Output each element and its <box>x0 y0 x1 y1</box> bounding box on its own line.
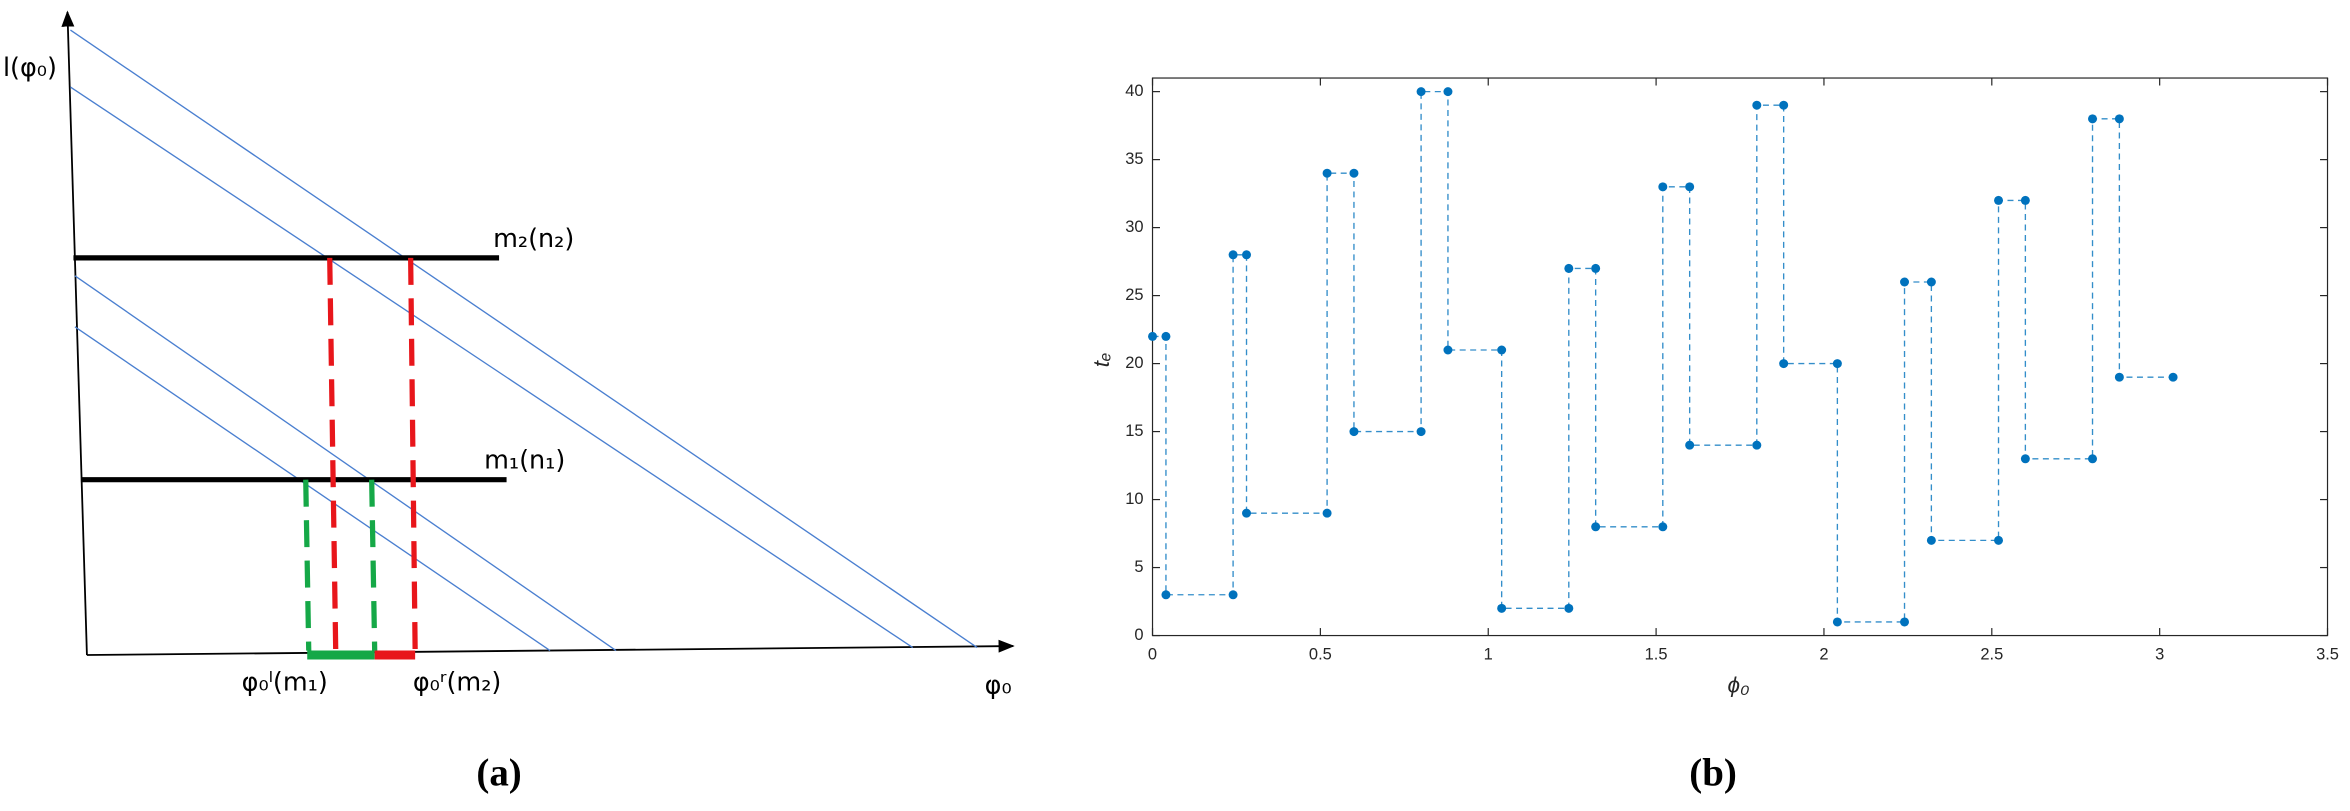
x-tick-label: 1 <box>1484 645 1493 663</box>
point <box>2020 454 2030 464</box>
x-tick-label: 3.5 <box>2316 645 2339 663</box>
y-axis-label: tₑ <box>1089 352 1114 367</box>
point <box>1900 277 1910 287</box>
y-tick-label: 10 <box>1125 490 1143 508</box>
y-tick-label: 15 <box>1125 422 1143 440</box>
point <box>1443 345 1453 355</box>
point <box>2114 372 2124 382</box>
point <box>1926 535 1936 545</box>
point <box>1564 603 1574 613</box>
panel-label: (a) <box>476 751 521 794</box>
point <box>2168 372 2178 382</box>
point <box>1994 195 2004 205</box>
point <box>1591 263 1601 273</box>
diagram: l(φ₀) m₂(n₂) m₁(n₁) φ₀ˡ(m₁) φ₀ʳ(m₂) φ₀ (… <box>3 10 1015 794</box>
x-axis-label: φ₀ <box>985 671 1012 701</box>
bound-label: φ₀ˡ(m₁) <box>242 668 328 698</box>
green-projection <box>303 479 312 651</box>
diagonal-line <box>74 326 551 652</box>
point <box>1832 359 1842 369</box>
point <box>1349 168 1359 178</box>
bound-label: φ₀ʳ(m₂) <box>413 668 501 698</box>
point <box>1779 100 1789 110</box>
y-tick-label: 0 <box>1134 626 1143 644</box>
point <box>1685 182 1695 192</box>
point <box>1161 590 1171 600</box>
x-axis-label: ϕ₀ <box>1728 672 1750 697</box>
point <box>1994 535 2004 545</box>
line-label: m₁(n₁) <box>484 446 565 476</box>
point <box>1416 427 1426 437</box>
point <box>1497 345 1507 355</box>
point <box>1416 87 1426 97</box>
x-tick-label: 0.5 <box>1309 645 1332 663</box>
diagonal-lines <box>70 29 978 652</box>
y-axis <box>61 10 88 656</box>
y-tick-label: 25 <box>1125 286 1143 304</box>
point <box>1228 590 1238 600</box>
x-tick-label: 0 <box>1148 645 1157 663</box>
point <box>1832 617 1842 627</box>
point <box>1242 508 1252 518</box>
point <box>2114 114 2124 124</box>
y-tick-label: 35 <box>1125 150 1143 168</box>
red-projection <box>408 257 418 651</box>
point <box>1228 250 1238 260</box>
panel-label: (b) <box>1689 751 1737 794</box>
point <box>1591 522 1601 532</box>
point <box>1900 617 1910 627</box>
step-line <box>1152 90 2174 623</box>
point <box>1443 87 1453 97</box>
point <box>2020 195 2030 205</box>
diagonal-line <box>74 275 617 652</box>
red-projection <box>327 257 339 651</box>
point <box>1148 331 1158 341</box>
point <box>2088 114 2098 124</box>
chart: (b) ϕ₀ tₑ 0 5 10 15 20 25 30 35 40 0 0.5 1 1.5 2 2.5 3 3… <box>1089 77 2339 794</box>
point <box>1564 263 1574 273</box>
plot-box <box>1151 77 2329 637</box>
x-tick-label: 2 <box>1819 645 1828 663</box>
point <box>1322 508 1332 518</box>
y-tick-label: 5 <box>1134 558 1143 576</box>
point <box>1497 603 1507 613</box>
green-projection <box>369 479 378 651</box>
y-axis-label: l(φ₀) <box>3 53 57 83</box>
point <box>1658 182 1668 192</box>
diagonal-line <box>70 86 914 649</box>
line-label: m₂(n₂) <box>493 224 574 254</box>
point <box>1349 427 1359 437</box>
x-tick-label: 1.5 <box>1645 645 1668 663</box>
y-tick-label: 40 <box>1125 82 1143 100</box>
point <box>1242 250 1252 260</box>
point <box>2088 454 2098 464</box>
point <box>1752 440 1762 450</box>
y-tick-label: 30 <box>1125 218 1143 236</box>
point <box>1926 277 1936 287</box>
y-tick-label: 20 <box>1125 354 1143 372</box>
point <box>1322 168 1332 178</box>
point <box>1685 440 1695 450</box>
point <box>1779 359 1789 369</box>
point <box>1658 522 1668 532</box>
projections <box>303 257 418 651</box>
point <box>1752 100 1762 110</box>
x-tick-label: 3 <box>2155 645 2164 663</box>
x-tick-label: 2.5 <box>1980 645 2003 663</box>
diagonal-line <box>70 29 978 649</box>
point <box>1161 331 1171 341</box>
